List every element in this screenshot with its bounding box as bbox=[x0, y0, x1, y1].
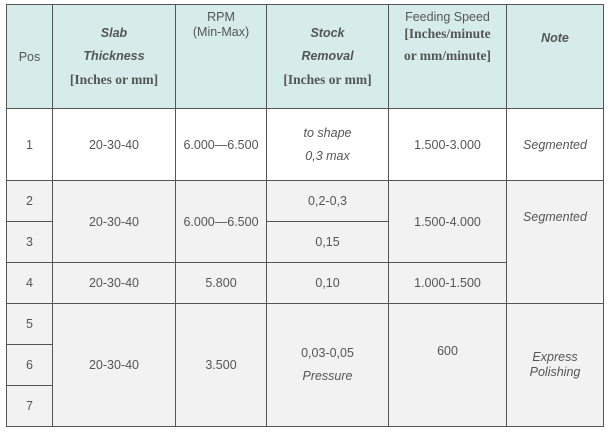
cell-rpm: 6.000—6.500 bbox=[175, 180, 267, 263]
table-row: 5 20-30-40 3.500 0,03-0,05 Pressure 600 … bbox=[6, 303, 604, 427]
cell-thickness: 20-30-40 bbox=[52, 108, 176, 181]
cell-thickness: 20-30-40 bbox=[52, 303, 176, 427]
header-note-text: Note bbox=[541, 31, 569, 45]
header-note: Note bbox=[506, 4, 604, 109]
cell-stock-removal: 0,03-0,05 Pressure bbox=[266, 303, 389, 427]
cell-note: Express Polishing bbox=[506, 303, 604, 427]
cell-stock-line2: Pressure bbox=[302, 369, 353, 383]
cell-pos: 3 bbox=[6, 221, 53, 263]
header-row: Pos Slab Thickness [Inches or mm] RPM (M… bbox=[6, 4, 604, 109]
spec-table-container: Pos Slab Thickness [Inches or mm] RPM (M… bbox=[6, 4, 604, 427]
cell-note: Segmented bbox=[506, 108, 604, 181]
header-slab-line2: Thickness bbox=[83, 49, 145, 63]
header-pos: Pos bbox=[6, 4, 53, 109]
cell-pos: 7 bbox=[6, 385, 53, 427]
cell-stock-line1: to shape bbox=[303, 125, 352, 140]
cell-stock-line2: 0,3 max bbox=[305, 148, 350, 163]
cell-feeding-speed: 1.500-3.000 bbox=[388, 108, 507, 181]
cell-pos: 5 bbox=[6, 303, 53, 345]
cell-stock-line1: 0,03-0,05 bbox=[301, 346, 354, 360]
header-stock-line2: Removal bbox=[301, 49, 354, 63]
cell-stock-removal: 0,10 bbox=[266, 262, 389, 304]
header-stock-removal: Stock Removal [Inches or mm] bbox=[266, 4, 389, 109]
header-rpm: RPM (Min-Max) bbox=[175, 4, 267, 109]
cell-pos: 6 bbox=[6, 344, 53, 386]
cell-pos: 4 bbox=[6, 262, 53, 304]
cell-thickness: 20-30-40 bbox=[52, 262, 176, 304]
header-slab-thickness: Slab Thickness [Inches or mm] bbox=[52, 4, 176, 109]
cell-note-line1: Express bbox=[532, 350, 578, 364]
header-rpm-line1: RPM bbox=[207, 10, 235, 24]
cell-stock-removal: 0,2-0,3 bbox=[266, 180, 389, 222]
header-feed-line1: Feeding Speed bbox=[405, 10, 490, 24]
header-stock-line1: Stock bbox=[310, 26, 345, 40]
header-slab-line1: Slab bbox=[100, 26, 128, 40]
header-stock-line3: [Inches or mm] bbox=[283, 72, 372, 87]
cell-thickness: 20-30-40 bbox=[52, 180, 176, 263]
cell-note: Segmented bbox=[506, 180, 604, 304]
header-feed-line2: [Inches/minute bbox=[404, 26, 491, 41]
header-rpm-line2: (Min-Max) bbox=[192, 25, 250, 39]
polishing-spec-table: Pos Slab Thickness [Inches or mm] RPM (M… bbox=[6, 4, 604, 427]
header-slab-line3: [Inches or mm] bbox=[69, 72, 159, 87]
cell-feeding-speed: 1.000-1.500 bbox=[388, 262, 507, 304]
cell-pos: 1 bbox=[6, 108, 53, 181]
table-row: 4 20-30-40 5.800 0,10 1.000-1.500 bbox=[6, 262, 604, 304]
cell-stock-removal: to shape 0,3 max bbox=[266, 108, 389, 181]
cell-feeding-speed: 600 bbox=[388, 303, 507, 427]
cell-rpm: 6.000—6.500 bbox=[175, 108, 267, 181]
table-row: 2 20-30-40 6.000—6.500 0,2-0,3 1.500-4.0… bbox=[6, 180, 604, 304]
cell-stock-removal: 0,15 bbox=[266, 221, 389, 263]
cell-pos: 2 bbox=[6, 180, 53, 222]
cell-rpm: 5.800 bbox=[175, 262, 267, 304]
header-feeding-speed: Feeding Speed [Inches/minute or mm/minut… bbox=[388, 4, 507, 109]
table-row: 1 20-30-40 6.000—6.500 to shape 0,3 max … bbox=[6, 108, 604, 181]
cell-rpm: 3.500 bbox=[175, 303, 267, 427]
cell-feeding-speed: 1.500-4.000 bbox=[388, 180, 507, 263]
cell-note-line2: Polishing bbox=[529, 365, 581, 379]
header-feed-line3: or mm/minute] bbox=[403, 48, 492, 63]
